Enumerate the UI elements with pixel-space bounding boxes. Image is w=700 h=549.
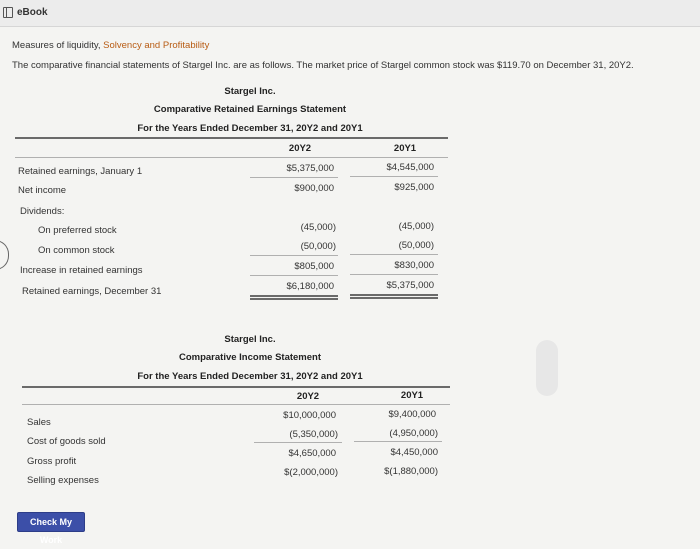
is-row-value-20y1: (4,950,000) — [389, 428, 438, 439]
is-rule — [254, 442, 342, 443]
re-rule — [350, 176, 438, 177]
is-row-value-20y2: (5,350,000) — [289, 429, 338, 440]
re-rule — [250, 275, 338, 276]
re-double-rule — [250, 298, 338, 300]
re-row-label: On common stock — [38, 245, 115, 256]
is-row-label: Selling expenses — [27, 475, 99, 486]
re-row-value-20y2: $6,180,000 — [286, 281, 334, 292]
heading-part-profitability: Profitability — [162, 40, 210, 51]
re-row-value-20y2: $900,000 — [294, 183, 334, 194]
re-row-value-20y1: $5,375,000 — [386, 280, 434, 291]
re-row-value-20y1: (45,000) — [398, 221, 434, 232]
re-row-label: Net income — [18, 185, 67, 196]
is-top-rule — [22, 386, 450, 388]
re-col-20y2: 20Y2 — [288, 143, 312, 154]
re-title: Comparative Retained Earnings Statement — [153, 104, 347, 115]
re-rule — [250, 177, 338, 178]
re-company: Stargel Inc. — [224, 86, 276, 97]
is-period: For the Years Ended December 31, 20Y2 an… — [137, 371, 363, 382]
re-rule — [350, 254, 438, 255]
check-my-work-button[interactable]: Check My Work — [17, 512, 85, 545]
re-row-label: Retained earnings, January 1 — [18, 166, 143, 177]
re-row-value-20y2: $805,000 — [294, 261, 334, 272]
re-row-value-20y1: $830,000 — [394, 260, 434, 271]
is-title: Comparative Income Statement — [178, 352, 321, 363]
is-company: Stargel Inc. — [224, 334, 276, 345]
is-col-20y2: 20Y2 — [296, 391, 320, 402]
heading-part-solvency: Solvency and — [103, 40, 163, 51]
is-col-20y1: 20Y1 — [400, 390, 424, 401]
re-top-rule — [15, 137, 448, 139]
window-title: eBook — [17, 7, 48, 18]
re-period: For the Years Ended December 31, 20Y2 an… — [137, 123, 363, 134]
re-row-value-20y2: (45,000) — [300, 222, 336, 233]
background-smudge — [536, 340, 558, 396]
is-row-label: Sales — [27, 417, 51, 428]
re-row-label: Dividends: — [20, 206, 65, 217]
re-rule — [250, 255, 338, 256]
re-row-label: Retained earnings, December 31 — [22, 286, 162, 297]
is-rule — [354, 441, 442, 442]
re-double-rule — [250, 295, 338, 297]
left-edge-bracket — [0, 240, 9, 270]
re-row-value-20y2: $5,375,000 — [286, 163, 334, 174]
re-double-rule — [350, 294, 438, 296]
re-double-rule — [350, 297, 438, 299]
top-bar: eBook — [0, 0, 700, 27]
heading-part-liquidity: Measures of liquidity, — [12, 40, 104, 51]
re-row-value-20y2: (50,000) — [300, 241, 336, 252]
re-header-rule — [15, 157, 448, 158]
re-row-value-20y1: $4,545,000 — [386, 162, 434, 173]
problem-heading: Measures of liquidity, Solvency and Prof… — [12, 40, 209, 51]
is-row-value-20y2: $(2,000,000) — [284, 467, 338, 478]
problem-intro: The comparative financial statements of … — [12, 60, 634, 71]
re-row-value-20y1: $925,000 — [394, 182, 434, 193]
is-row-value-20y2: $4,650,000 — [288, 448, 336, 459]
is-row-value-20y2: $10,000,000 — [283, 410, 336, 421]
is-header-rule — [22, 404, 450, 405]
is-row-value-20y1: $9,400,000 — [388, 409, 436, 420]
book-icon — [3, 7, 13, 18]
re-rule — [350, 274, 438, 275]
re-col-20y1: 20Y1 — [393, 143, 417, 154]
is-row-value-20y1: $(1,880,000) — [384, 466, 438, 477]
re-row-label: Increase in retained earnings — [20, 265, 143, 276]
is-row-label: Cost of goods sold — [27, 436, 106, 447]
re-row-label: On preferred stock — [38, 225, 117, 236]
is-row-label: Gross profit — [27, 456, 77, 467]
re-row-value-20y1: (50,000) — [398, 240, 434, 251]
is-row-value-20y1: $4,450,000 — [390, 447, 438, 458]
